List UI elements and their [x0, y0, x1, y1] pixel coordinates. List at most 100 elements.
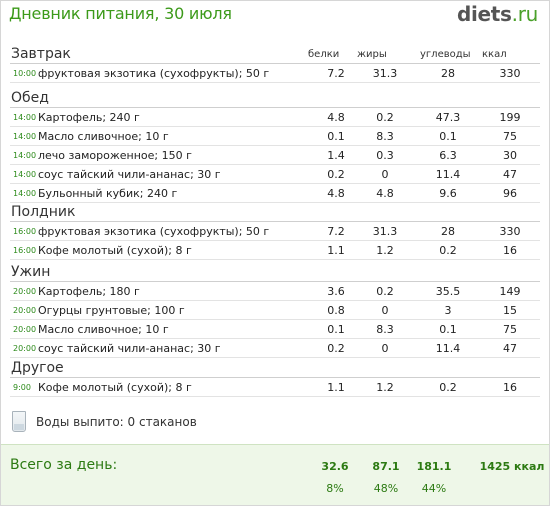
food-row[interactable]: 20:00 соус тайский чили-ананас; 30 г 0.2 0 1… — [10, 339, 540, 358]
food-name[interactable]: Масло сливочное; 10 г — [38, 323, 169, 336]
food-row[interactable]: 20:00 Огурцы грунтовые; 100 г 0.8 0 3 15 — [10, 301, 540, 320]
food-protein: 4.8 — [327, 187, 345, 200]
food-name[interactable]: Кофе молотый (сухой); 8 г — [38, 381, 192, 394]
food-carbs: 6.3 — [439, 149, 457, 162]
food-row[interactable]: 14:00 Масло сливочное; 10 г 0.1 8.3 0.1 75 — [10, 127, 540, 146]
food-protein: 1.1 — [327, 381, 345, 394]
water-counter: Воды выпито: 0 стаканов — [12, 411, 312, 435]
food-fat: 0.2 — [376, 111, 394, 124]
meal-section: Завтрак белки жиры углеводы ккал 10:00 фруктов… — [10, 44, 540, 83]
food-kcal: 330 — [499, 225, 521, 238]
meal-title: Обед — [11, 90, 49, 106]
food-row[interactable]: 10:00 фруктовая экзотика (сухофрукты); 50… — [10, 64, 540, 83]
food-carbs: 0.1 — [439, 130, 457, 143]
food-carbs: 9.6 — [439, 187, 457, 200]
food-kcal: 96 — [503, 187, 517, 200]
food-protein: 1.1 — [327, 244, 345, 257]
food-carbs: 47.3 — [435, 111, 461, 124]
food-kcal: 75 — [503, 130, 517, 143]
food-time: 14:00 — [13, 170, 37, 179]
meal-header: Обед — [10, 88, 540, 108]
meal-title: Другое — [11, 360, 64, 376]
food-carbs: 0.2 — [439, 381, 457, 394]
food-row[interactable]: 20:00 Картофель; 180 г 3.6 0.2 35.5 149 — [10, 282, 540, 301]
food-carbs: 11.4 — [435, 168, 461, 181]
meal-header: Завтрак белки жиры углеводы ккал — [10, 44, 540, 64]
food-time: 20:00 — [13, 344, 37, 353]
meal-section: Ужин 20:00 Картофель; 180 г 3.6 0.2 35.5 149 20… — [10, 262, 540, 358]
food-row[interactable]: 9:00 Кофе молотый (сухой); 8 г 1.1 1.2 0.2 16 — [10, 378, 540, 397]
food-time: 14:00 — [13, 189, 37, 198]
food-kcal: 47 — [503, 342, 517, 355]
food-time: 10:00 — [13, 69, 37, 78]
food-fat: 4.8 — [376, 187, 394, 200]
total-protein-pct: 8% — [326, 482, 344, 495]
food-fat: 0 — [381, 304, 389, 317]
food-row[interactable]: 14:00 соус тайский чили-ананас; 30 г 0.2 0 1… — [10, 165, 540, 184]
meal-section: Обед 14:00 Картофель; 240 г 4.8 0.2 47.3 199 14… — [10, 88, 540, 203]
food-protein: 3.6 — [327, 285, 345, 298]
meal-section: Полдник 16:00 фруктовая экзотика (сухофрук… — [10, 202, 540, 260]
food-name[interactable]: Картофель; 180 г — [38, 285, 140, 298]
food-time: 20:00 — [13, 325, 37, 334]
food-kcal: 16 — [503, 381, 517, 394]
food-kcal: 47 — [503, 168, 517, 181]
food-name[interactable]: Кофе молотый (сухой); 8 г — [38, 244, 192, 257]
meal-title: Ужин — [11, 264, 51, 280]
food-name[interactable]: соус тайский чили-ананас; 30 г — [38, 342, 221, 355]
meal-header: Полдник — [10, 202, 540, 222]
food-fat: 1.2 — [376, 381, 394, 394]
food-carbs: 28 — [441, 67, 455, 80]
food-name[interactable]: Бульонный кубик; 240 г — [38, 187, 178, 200]
food-kcal: 16 — [503, 244, 517, 257]
food-row[interactable]: 16:00 Кофе молотый (сухой); 8 г 1.1 1.2 0.2 1… — [10, 241, 540, 260]
water-text: Воды выпито: 0 стаканов — [36, 415, 197, 429]
logo-tld: .ru — [511, 2, 539, 26]
food-fat: 8.3 — [376, 323, 394, 336]
col-kcal: ккал — [482, 49, 507, 60]
total-kcal: 1425 ккал — [479, 460, 545, 473]
food-kcal: 199 — [499, 111, 521, 124]
food-time: 9:00 — [13, 383, 31, 392]
food-row[interactable]: 14:00 лечо замороженное; 150 г 1.4 0.3 6.3 30 — [10, 146, 540, 165]
food-time: 14:00 — [13, 132, 37, 141]
food-carbs: 28 — [441, 225, 455, 238]
food-row[interactable]: 20:00 Масло сливочное; 10 г 0.1 8.3 0.1 75 — [10, 320, 540, 339]
food-row[interactable]: 16:00 фруктовая экзотика (сухофрукты); 50… — [10, 222, 540, 241]
food-time: 20:00 — [13, 306, 37, 315]
total-protein: 32.6 — [321, 460, 349, 473]
food-fat: 0 — [381, 342, 389, 355]
food-fat: 0.2 — [376, 285, 394, 298]
food-name[interactable]: Картофель; 240 г — [38, 111, 140, 124]
food-kcal: 330 — [499, 67, 521, 80]
col-fat: жиры — [357, 49, 387, 60]
page-title: Дневник питания, 30 июля — [9, 4, 232, 23]
food-fat: 0.3 — [376, 149, 394, 162]
food-kcal: 30 — [503, 149, 517, 162]
meal-section: Другое 9:00 Кофе молотый (сухой); 8 г 1.1 1.… — [10, 358, 540, 397]
food-row[interactable]: 14:00 Бульонный кубик; 240 г 4.8 4.8 9.6 96 — [10, 184, 540, 203]
total-fat: 87.1 — [372, 460, 400, 473]
food-fat: 31.3 — [372, 67, 398, 80]
food-time: 14:00 — [13, 151, 37, 160]
total-carbs-pct: 44% — [421, 482, 447, 495]
food-protein: 0.2 — [327, 168, 345, 181]
food-name[interactable]: фруктовая экзотика (сухофрукты); 50 г — [38, 225, 270, 238]
food-name[interactable]: Огурцы грунтовые; 100 г — [38, 304, 185, 317]
food-carbs: 3 — [444, 304, 452, 317]
col-protein: белки — [308, 49, 340, 60]
food-protein: 0.1 — [327, 323, 345, 336]
food-carbs: 11.4 — [435, 342, 461, 355]
food-name[interactable]: Масло сливочное; 10 г — [38, 130, 169, 143]
food-name[interactable]: фруктовая экзотика (сухофрукты); 50 г — [38, 67, 270, 80]
food-row[interactable]: 14:00 Картофель; 240 г 4.8 0.2 47.3 199 — [10, 108, 540, 127]
daily-total: Всего за день: 32.6 87.1 181.1 1425 ккал… — [1, 444, 549, 505]
food-protein: 7.2 — [327, 67, 345, 80]
food-kcal: 15 — [503, 304, 517, 317]
food-fat: 31.3 — [372, 225, 398, 238]
food-name[interactable]: соус тайский чили-ананас; 30 г — [38, 168, 221, 181]
food-protein: 1.4 — [327, 149, 345, 162]
site-logo[interactable]: diets.ru — [457, 2, 538, 26]
food-name[interactable]: лечо замороженное; 150 г — [38, 149, 192, 162]
food-carbs: 0.1 — [439, 323, 457, 336]
